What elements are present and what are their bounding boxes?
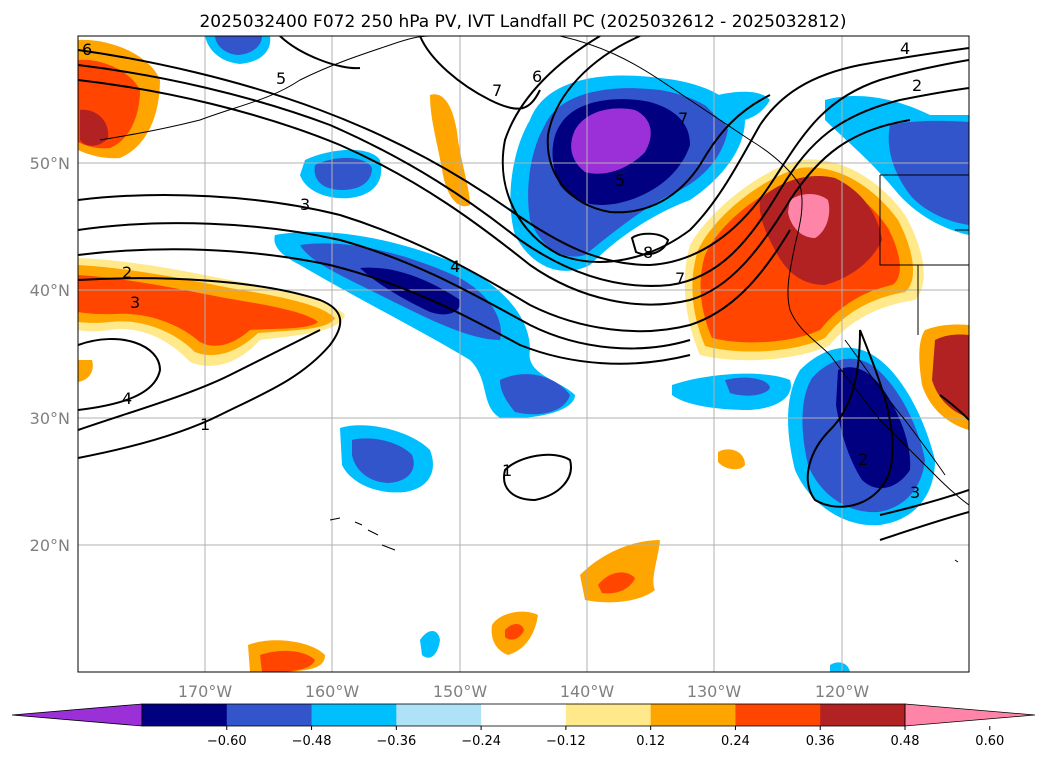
contour-label: 5 xyxy=(615,171,625,190)
contour-label: 6 xyxy=(82,40,92,59)
contour-label: 2 xyxy=(912,76,922,95)
lon-label: 150°W xyxy=(433,682,488,701)
lat-label: 20°N xyxy=(30,536,70,555)
contour-label: 4 xyxy=(900,39,910,58)
contour-label: 8 xyxy=(643,243,653,262)
contour-label: 3 xyxy=(300,195,310,214)
lon-label: 120°W xyxy=(815,682,870,701)
contour-label: 3 xyxy=(910,483,920,502)
map-area: 6 5 7 6 4 2 3 2 3 4 1 4 7 8 5 1 2 3 7 xyxy=(78,36,969,672)
contour-label: 1 xyxy=(200,415,210,434)
contour-label: 7 xyxy=(492,81,502,100)
colorbar-tick-label: −0.60 xyxy=(207,734,247,749)
colorbar-segment xyxy=(311,704,397,726)
lon-label: 140°W xyxy=(560,682,615,701)
lat-label: 50°N xyxy=(30,154,70,173)
contour-label: 3 xyxy=(130,293,140,312)
colorbar-segment xyxy=(142,704,228,726)
map-frame xyxy=(77,35,970,673)
colorbar-segment xyxy=(735,704,821,726)
contour-label: 7 xyxy=(675,269,685,288)
contour-label: 7 xyxy=(678,109,688,128)
colorbar-tick-label: 0.60 xyxy=(975,734,1004,749)
colorbar-extend-max xyxy=(904,703,1036,727)
figure-title: 2025032400 F072 250 hPa PV, IVT Landfall… xyxy=(199,12,846,32)
colorbar-segment xyxy=(650,704,736,726)
colorbar-tick-label: 0.36 xyxy=(806,734,835,749)
contour-label: 4 xyxy=(122,389,132,408)
colorbar-outline xyxy=(141,703,906,727)
pv-shading xyxy=(78,36,969,672)
lon-label: 170°W xyxy=(178,682,233,701)
colorbar-segment xyxy=(396,704,482,726)
contour-label: 1 xyxy=(502,461,512,480)
lat-label: 30°N xyxy=(30,409,70,428)
colorbar: −0.60 −0.48 −0.36 −0.24 −0.12 0.12 0.24 0.36 0.4… xyxy=(11,703,1036,749)
lat-label: 40°N xyxy=(30,281,70,300)
contour-label: 2 xyxy=(122,263,132,282)
colorbar-segment xyxy=(820,704,906,726)
lon-label: 160°W xyxy=(305,682,360,701)
colorbar-tick-label: −0.48 xyxy=(292,734,332,749)
lon-label: 130°W xyxy=(687,682,742,701)
colorbar-tick-label: −0.12 xyxy=(546,734,586,749)
colorbar-tick-label: 0.12 xyxy=(636,734,665,749)
gridlines xyxy=(78,36,969,672)
colorbar-tick-label: −0.36 xyxy=(376,734,416,749)
contours xyxy=(78,36,969,541)
colorbar-tick-label: 0.24 xyxy=(721,734,750,749)
colorbar-segment xyxy=(226,704,313,726)
contour-label: 2 xyxy=(858,450,868,469)
colorbar-segment xyxy=(565,704,652,726)
latitude-labels: 50°N 40°N 30°N 20°N xyxy=(30,154,70,555)
colorbar-extend-min xyxy=(11,703,143,727)
colorbar-tick-label: −0.24 xyxy=(461,734,501,749)
colorbar-tick-label: 0.48 xyxy=(891,734,920,749)
longitude-labels: 170°W 160°W 150°W 140°W 130°W 120°W xyxy=(178,682,870,701)
contour-label: 4 xyxy=(450,257,460,276)
contour-label: 5 xyxy=(276,69,286,88)
colorbar-segment xyxy=(481,704,567,726)
contour-label: 6 xyxy=(532,67,542,86)
contour-labels: 6 5 7 6 4 2 3 2 3 4 1 4 7 8 5 1 2 3 7 xyxy=(82,39,922,502)
